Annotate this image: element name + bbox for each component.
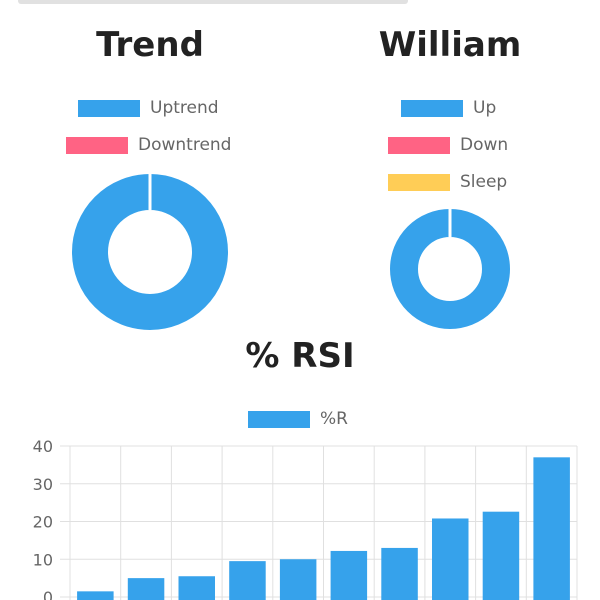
bar-1[interactable] (77, 591, 114, 600)
bar-10[interactable] (533, 457, 570, 600)
legend-label-downtrend: Downtrend (138, 135, 232, 155)
legend-label-sleep: Sleep (460, 172, 508, 192)
william-doughnut-chart (390, 209, 510, 329)
bar-2[interactable] (127, 578, 165, 600)
rsi-chart-title: % RSI (245, 336, 355, 376)
legend-item-uptrend[interactable]: Uptrend (78, 97, 219, 119)
william-chart-title: William (378, 25, 522, 65)
legend-swatch-up (401, 99, 463, 117)
legend-item-sleep[interactable]: Sleep (388, 171, 507, 193)
legend-swatch-r (248, 410, 310, 428)
bar-8[interactable] (431, 518, 469, 600)
trend-chart-title: Trend (96, 25, 204, 65)
y-tick-label: 30 (33, 475, 53, 494)
legend-item-downtrend[interactable]: Downtrend (66, 134, 231, 156)
legend-label-r: %R (320, 409, 348, 429)
bar-4[interactable] (229, 561, 266, 600)
y-tick-label: 0 (43, 588, 53, 600)
legend-swatch-sleep (388, 173, 450, 191)
y-tick-label: 20 (33, 513, 53, 532)
bar-3[interactable] (178, 576, 216, 600)
legend-item-up[interactable]: Up (401, 97, 496, 119)
y-tick-label: 40 (33, 437, 53, 456)
legend-item-down[interactable]: Down (388, 134, 508, 156)
legend-label-up: Up (473, 98, 497, 118)
legend-label-down: Down (460, 135, 509, 155)
bar-9[interactable] (482, 511, 520, 600)
legend-swatch-uptrend (78, 99, 140, 117)
legend-item-r[interactable]: %R (248, 408, 348, 430)
trend-doughnut-chart (72, 174, 228, 330)
legend-swatch-downtrend (66, 136, 128, 154)
bar-6[interactable] (330, 550, 368, 600)
legend-swatch-down (388, 136, 450, 154)
rsi-bar-chart: 0 10 20 30 40 (33, 437, 578, 600)
bar-5[interactable] (279, 559, 317, 600)
y-tick-label: 10 (33, 550, 53, 569)
bar-7[interactable] (381, 547, 418, 600)
cropped-header (18, 0, 408, 4)
legend-label-uptrend: Uptrend (150, 98, 219, 118)
